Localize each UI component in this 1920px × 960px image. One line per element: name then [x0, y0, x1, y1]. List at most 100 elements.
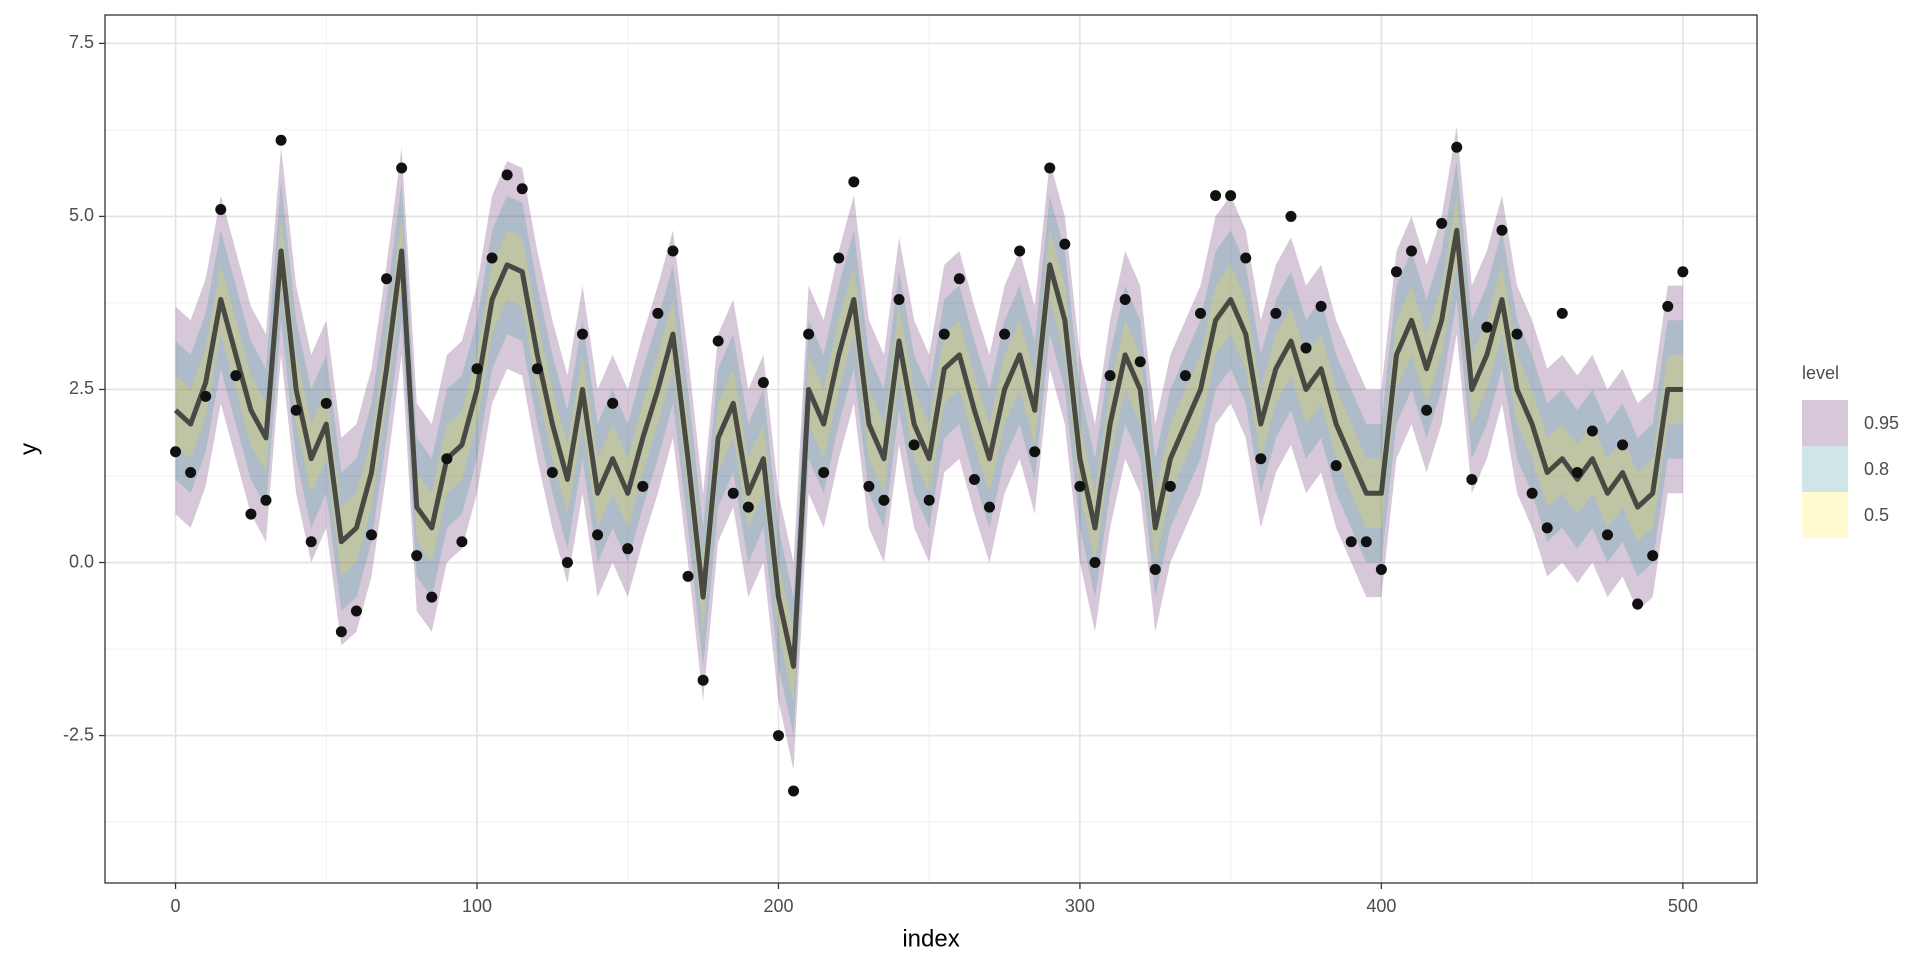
data-point	[803, 328, 815, 340]
legend-key	[1802, 400, 1848, 446]
y-tick-label: 5.0	[69, 205, 94, 225]
data-point	[1149, 563, 1161, 575]
data-point	[501, 169, 513, 181]
data-point	[1315, 300, 1327, 312]
data-point	[1270, 307, 1282, 319]
data-point	[1601, 529, 1613, 541]
data-point	[1059, 238, 1071, 250]
data-point	[1496, 224, 1508, 236]
data-point	[1586, 425, 1598, 437]
data-point	[1677, 266, 1689, 278]
data-point	[531, 363, 543, 375]
data-point	[637, 480, 649, 492]
data-point	[1044, 162, 1056, 174]
data-point	[1210, 190, 1222, 202]
data-point	[245, 508, 257, 520]
data-point	[1451, 141, 1463, 153]
data-point	[818, 467, 830, 479]
data-point	[652, 307, 664, 319]
data-point	[1285, 210, 1297, 222]
data-point	[1647, 550, 1659, 562]
data-point	[878, 494, 890, 506]
data-point	[441, 453, 453, 465]
x-axis-title: index	[902, 925, 959, 952]
legend-key	[1802, 446, 1848, 492]
data-point	[1360, 536, 1372, 548]
data-point	[923, 494, 935, 506]
legend-label: 0.5	[1864, 505, 1889, 525]
data-point	[1421, 404, 1433, 416]
data-point	[1662, 300, 1674, 312]
data-point	[788, 785, 800, 797]
data-point	[938, 328, 950, 340]
data-point	[968, 473, 980, 485]
data-point	[953, 273, 965, 285]
data-point	[275, 134, 287, 146]
x-tick-label: 300	[1065, 896, 1095, 916]
data-point	[486, 252, 498, 264]
x-tick-label: 200	[763, 896, 793, 916]
data-point	[697, 674, 709, 686]
data-point	[1617, 439, 1629, 451]
data-point	[667, 245, 679, 257]
data-point	[1481, 321, 1493, 333]
data-point	[1074, 480, 1086, 492]
data-point	[170, 446, 182, 458]
data-point	[1179, 370, 1191, 382]
data-point	[682, 570, 694, 582]
data-point	[1466, 473, 1478, 485]
data-point	[365, 529, 377, 541]
data-point	[411, 550, 423, 562]
data-point	[546, 467, 558, 479]
data-point	[381, 273, 393, 285]
data-point	[561, 557, 573, 569]
legend-key	[1802, 492, 1848, 538]
data-point	[848, 176, 860, 188]
data-point	[1330, 460, 1342, 472]
data-point	[983, 501, 995, 513]
y-tick-label: 7.5	[69, 32, 94, 52]
data-point	[1104, 370, 1116, 382]
data-point	[230, 370, 242, 382]
legend-label: 0.8	[1864, 459, 1889, 479]
data-point	[215, 204, 227, 216]
data-point	[516, 183, 528, 195]
data-point	[1134, 356, 1146, 368]
data-point	[1390, 266, 1402, 278]
data-point	[471, 363, 483, 375]
data-point	[893, 293, 905, 305]
y-tick-label: -2.5	[63, 724, 94, 744]
data-point	[577, 328, 589, 340]
data-point	[1255, 453, 1267, 465]
data-point	[622, 543, 634, 555]
data-point	[592, 529, 604, 541]
data-point	[1436, 217, 1448, 229]
y-tick-label: 0.0	[69, 551, 94, 571]
data-point	[200, 390, 212, 402]
data-point	[335, 626, 347, 638]
data-point	[350, 605, 362, 617]
data-point	[1541, 522, 1553, 534]
x-tick-label: 500	[1668, 896, 1698, 916]
data-point	[727, 487, 739, 499]
data-point	[1526, 487, 1538, 499]
data-point	[863, 480, 875, 492]
data-point	[1632, 598, 1644, 610]
x-tick-label: 0	[171, 896, 181, 916]
data-point	[305, 536, 317, 548]
data-point	[1164, 480, 1176, 492]
data-point	[290, 404, 302, 416]
data-point	[260, 494, 272, 506]
panel-border	[104, 14, 1758, 884]
data-point	[712, 335, 724, 347]
data-point	[1300, 342, 1312, 354]
fit-line	[173, 227, 1683, 669]
data-point	[1225, 190, 1237, 202]
data-point	[1556, 307, 1568, 319]
data-point	[833, 252, 845, 264]
data-point	[320, 397, 332, 409]
data-point	[1029, 446, 1041, 458]
data-point	[1571, 467, 1583, 479]
data-point	[772, 730, 784, 742]
y-tick-label: 2.5	[69, 378, 94, 398]
